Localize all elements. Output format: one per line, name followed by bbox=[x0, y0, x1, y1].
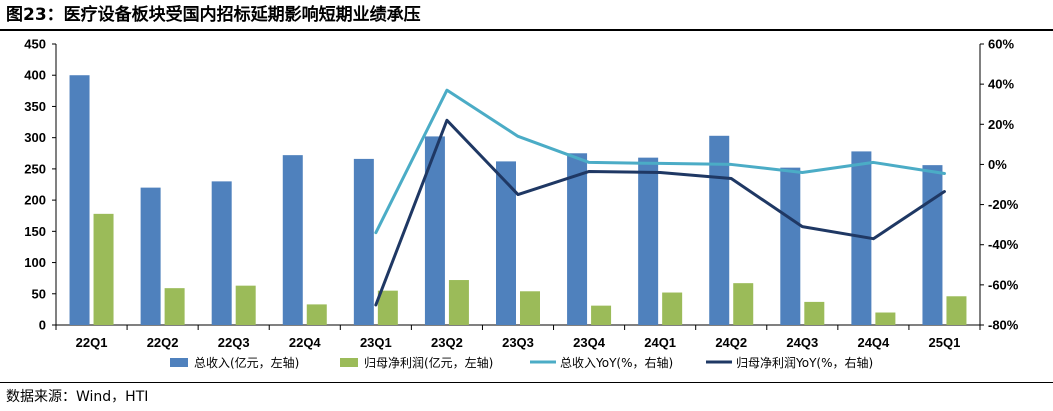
x-tick-label: 24Q1 bbox=[644, 335, 676, 350]
y-right-tick-label: 20% bbox=[988, 117, 1014, 132]
chart-bars bbox=[69, 75, 967, 325]
y-left-tick-label: 400 bbox=[24, 68, 46, 83]
y-right-tick-label: 0% bbox=[988, 157, 1007, 172]
profit-bar bbox=[875, 312, 896, 325]
revenue-bar bbox=[851, 151, 872, 325]
legend-profit-yoy-label: 归母净利润YoY(%，右轴) bbox=[736, 355, 873, 370]
revenue-bar bbox=[780, 167, 801, 325]
revenue-bar bbox=[567, 153, 588, 325]
profit-bar bbox=[377, 290, 398, 325]
x-tick-label: 23Q3 bbox=[502, 335, 534, 350]
x-tick-label: 24Q2 bbox=[715, 335, 747, 350]
revenue-bar bbox=[496, 161, 516, 325]
revenue-bar bbox=[140, 187, 161, 325]
title-divider bbox=[0, 29, 1053, 31]
revenue-bar bbox=[353, 158, 374, 325]
revenue-bar bbox=[282, 155, 303, 325]
revenue-bar bbox=[709, 135, 730, 325]
x-tick-label: 24Q3 bbox=[786, 335, 818, 350]
x-tick-label: 22Q1 bbox=[76, 335, 108, 350]
profit-bar bbox=[946, 296, 967, 325]
x-tick-label: 22Q2 bbox=[147, 335, 179, 350]
x-tick-label: 23Q2 bbox=[431, 335, 463, 350]
revenue-bar bbox=[424, 136, 445, 325]
legend-revenue-label: 总收入(亿元，左轴) bbox=[194, 355, 299, 370]
combo-chart: 0 50 100 150 200 250 300 350 400 450 -80% -60% -40% -… bbox=[24, 37, 1018, 371]
profit-bar bbox=[235, 285, 256, 325]
x-tick-label: 25Q1 bbox=[929, 335, 961, 350]
chart-legend: 总收入(亿元，左轴) 归母净利润(亿元，左轴) 总收入YoY(%，右轴) 归母净利润Y… bbox=[170, 355, 873, 370]
y-right-tick-label: -80% bbox=[988, 318, 1019, 333]
legend-profit-label: 归母净利润(亿元，左轴) bbox=[364, 355, 493, 370]
y-right-tick-label: 60% bbox=[988, 37, 1014, 52]
profit-bar bbox=[93, 213, 114, 325]
x-tick-label: 23Q1 bbox=[360, 335, 392, 350]
revenue-yoy-line bbox=[374, 88, 946, 235]
profit-yoy-line bbox=[374, 118, 946, 307]
y-left-tick-label: 350 bbox=[24, 99, 46, 114]
y-right-tick-label: -20% bbox=[988, 197, 1019, 212]
figure-title: 图23：医疗设备板块受国内招标延期影响短期业绩承压 bbox=[6, 5, 421, 25]
legend-profit-swatch bbox=[340, 358, 358, 367]
y-left-tick-label: 200 bbox=[24, 193, 46, 208]
profit-bar bbox=[520, 291, 540, 325]
source-note: 数据来源：Wind，HTI bbox=[6, 389, 149, 405]
source-divider bbox=[0, 382, 1053, 383]
revenue-bar bbox=[211, 181, 232, 325]
x-tick-label: 24Q4 bbox=[857, 335, 890, 350]
profit-bar bbox=[306, 304, 327, 325]
legend-revenue-swatch bbox=[170, 358, 188, 367]
chart-lines bbox=[374, 88, 946, 307]
y-left-tick-label: 450 bbox=[24, 37, 46, 52]
y-left-tick-label: 100 bbox=[24, 255, 46, 270]
profit-bar bbox=[733, 283, 754, 325]
legend-revenue-yoy-label: 总收入YoY(%，右轴) bbox=[560, 355, 673, 370]
y-right-tick-label: -60% bbox=[988, 277, 1019, 292]
chart-axes bbox=[52, 43, 984, 330]
profit-bar bbox=[591, 305, 612, 325]
y-left-tick-label: 150 bbox=[24, 224, 46, 239]
chart-tick-labels: 0 50 100 150 200 250 300 350 400 450 -80% -60% -40% -… bbox=[24, 37, 1018, 351]
x-tick-label: 22Q3 bbox=[218, 335, 250, 350]
profit-bar bbox=[164, 288, 185, 325]
x-tick-label: 22Q4 bbox=[289, 335, 322, 350]
y-left-tick-label: 50 bbox=[32, 286, 46, 301]
y-left-tick-label: 0 bbox=[39, 318, 46, 333]
x-tick-label: 23Q4 bbox=[573, 335, 606, 350]
profit-bar bbox=[804, 301, 825, 325]
y-left-tick-label: 300 bbox=[24, 130, 46, 145]
revenue-bar bbox=[69, 75, 90, 325]
profit-bar bbox=[662, 292, 683, 325]
revenue-bar bbox=[922, 165, 943, 325]
y-right-tick-label: 40% bbox=[988, 77, 1014, 92]
revenue-bar bbox=[638, 157, 659, 325]
profit-bar bbox=[448, 280, 469, 325]
y-left-tick-label: 250 bbox=[24, 161, 46, 176]
y-right-tick-label: -40% bbox=[988, 237, 1019, 252]
